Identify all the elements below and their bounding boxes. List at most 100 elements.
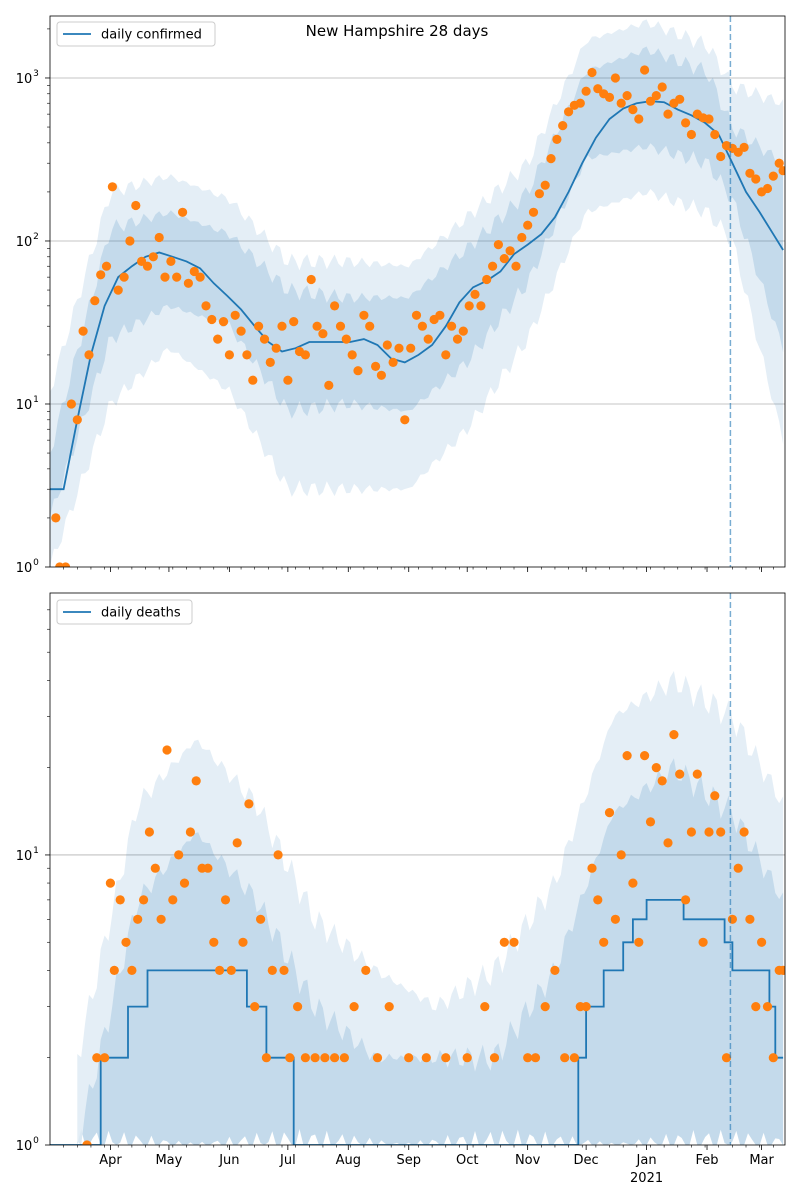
data-point [218, 317, 229, 327]
data-point [213, 334, 223, 344]
data-point [150, 863, 160, 873]
data-point [778, 166, 785, 176]
data-point [686, 129, 697, 140]
data-point [645, 96, 656, 106]
data-point [558, 121, 568, 131]
data-point [657, 82, 667, 92]
data-point [92, 1053, 102, 1063]
data-point [739, 827, 749, 837]
data-point [244, 799, 254, 809]
data-point [470, 289, 480, 299]
data-point [209, 937, 219, 947]
y-tick-exponent: 1 [33, 846, 39, 856]
y-tick-exponent: 0 [33, 1136, 39, 1146]
data-point [293, 1002, 303, 1012]
data-point [347, 350, 357, 360]
x-tick-label: Feb [696, 1153, 719, 1168]
data-point [78, 326, 88, 336]
data-point [663, 838, 673, 848]
data-point [404, 1053, 414, 1063]
x-tick-label: Oct [456, 1153, 478, 1168]
data-point [587, 863, 597, 873]
data-point [203, 863, 213, 873]
data-point [704, 827, 714, 837]
data-point [768, 1053, 778, 1063]
data-point [616, 98, 626, 108]
deaths-rolling-line [50, 899, 784, 1145]
data-point [727, 914, 738, 924]
data-point [645, 817, 656, 827]
data-point [273, 850, 283, 860]
data-point [564, 107, 574, 117]
data-point [441, 350, 451, 360]
data-point [587, 67, 597, 78]
data-point [400, 415, 410, 425]
data-point [388, 357, 398, 367]
data-point [310, 1053, 320, 1063]
data-point [534, 189, 545, 199]
x-tick-label: Mar [749, 1153, 774, 1168]
confirmed-rolling-line [50, 100, 784, 491]
data-point [300, 1053, 310, 1063]
data-point [109, 965, 119, 976]
data-point [675, 94, 685, 104]
data-point [105, 878, 115, 888]
data-point [628, 105, 638, 115]
data-point [435, 310, 445, 320]
data-point [283, 375, 293, 385]
confirmed-x-ticks [63, 567, 774, 572]
data-point [100, 1053, 110, 1063]
data-point [651, 763, 661, 773]
data-point [359, 310, 369, 320]
data-point [133, 914, 143, 924]
data-point [640, 751, 650, 761]
data-point [312, 321, 322, 331]
data-point [371, 361, 381, 371]
deaths-legend-box [56, 599, 193, 625]
data-point [482, 274, 492, 285]
data-point [226, 965, 236, 976]
data-point [489, 1053, 500, 1063]
data-point [523, 1053, 533, 1063]
data-point [220, 895, 231, 905]
data-point [698, 937, 708, 947]
data-point [657, 776, 667, 786]
data-point [716, 827, 726, 837]
data-point [530, 1053, 541, 1063]
confirmed-gridlines [50, 77, 785, 405]
data-point [523, 220, 533, 230]
data-point [622, 751, 632, 761]
data-point [411, 310, 422, 320]
y-tick-exponent: 0 [33, 558, 39, 568]
data-point [458, 326, 468, 336]
confirmed-points [51, 65, 785, 567]
data-point [610, 73, 621, 83]
data-point [300, 350, 310, 360]
data-point [254, 321, 264, 331]
data-point [686, 827, 697, 837]
data-point [464, 301, 474, 311]
data-point [166, 256, 176, 266]
data-point [271, 343, 281, 353]
data-point [681, 895, 691, 905]
data-point [721, 1053, 732, 1063]
data-point [238, 937, 248, 947]
data-point [768, 171, 778, 181]
data-point [236, 326, 246, 336]
confirmed-legend-box [56, 21, 216, 47]
data-point [634, 937, 644, 947]
data-point [201, 301, 211, 311]
data-point [406, 343, 416, 353]
deaths-axes-frame [49, 592, 786, 1146]
data-point [651, 91, 661, 101]
data-point [207, 314, 217, 325]
data-point [115, 895, 125, 905]
data-point [417, 321, 427, 331]
data-point [172, 272, 182, 282]
data-point [692, 769, 702, 779]
y-tick-exponent: 2 [33, 232, 39, 242]
x-tick-label: Apr [99, 1153, 122, 1168]
data-point [599, 937, 609, 947]
